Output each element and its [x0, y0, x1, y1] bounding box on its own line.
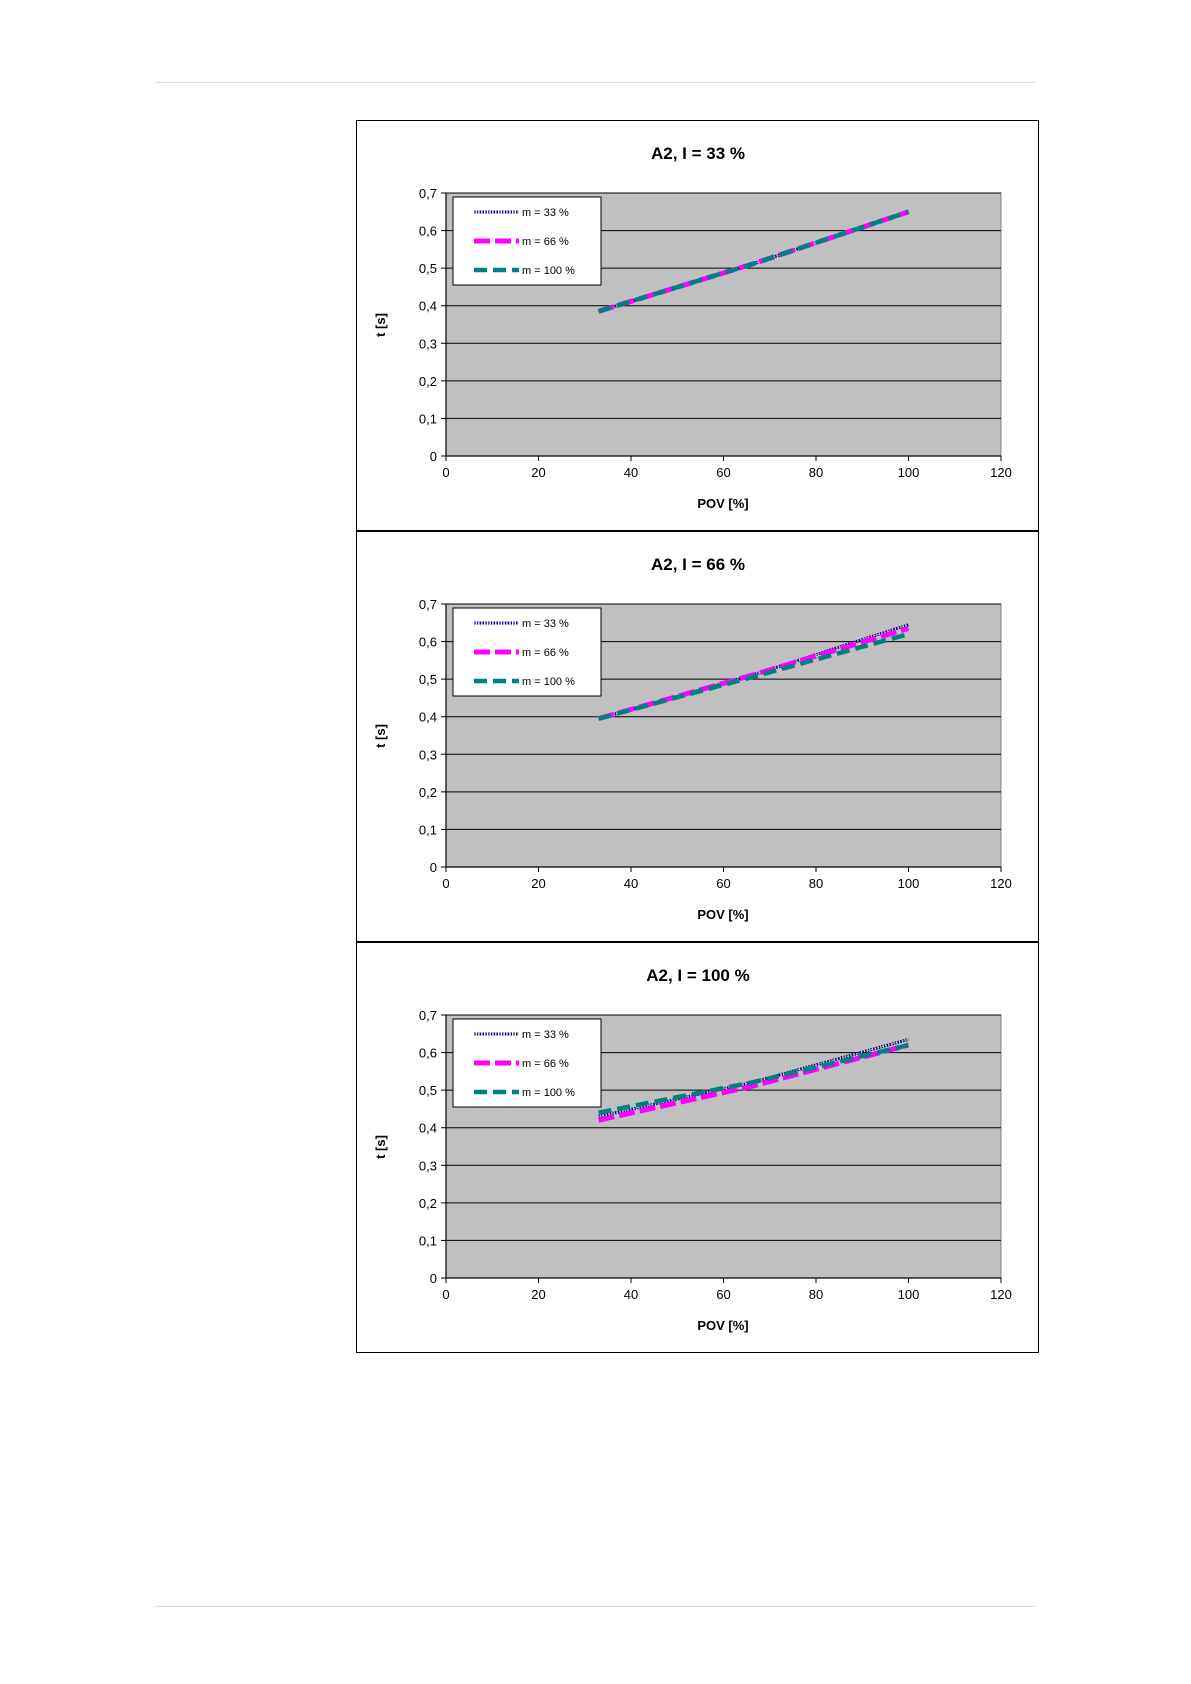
series-line: [597, 209, 910, 314]
chart-title: A2, I = 100 %: [646, 966, 749, 985]
y-tick-label: 0,3: [419, 336, 437, 351]
x-tick-label: 120: [990, 1287, 1012, 1302]
legend-label: m = 66 %: [522, 236, 569, 248]
y-tick-label: 0,4: [419, 1121, 437, 1136]
y-axis-label: t [s]: [373, 313, 388, 337]
x-tick-label: 120: [990, 876, 1012, 891]
series-line: [598, 1042, 910, 1123]
x-tick-label: 60: [716, 465, 730, 480]
x-tick-label: 20: [531, 1287, 545, 1302]
y-tick-label: 0,5: [419, 261, 437, 276]
x-tick-label: 80: [809, 876, 823, 891]
x-tick-label: 20: [531, 465, 545, 480]
legend-label: m = 33 %: [522, 1029, 569, 1041]
chart-panel-i66: A2, I = 66 % 0 0,1 0,2 0,3 0,4 0,5 0,6 0,7 0 20 40 6…: [356, 531, 1039, 942]
y-tick-label: 0,5: [419, 1083, 437, 1098]
series-line: [598, 1042, 910, 1115]
x-tick-label: 100: [898, 876, 920, 891]
y-tick-label: 0,6: [419, 635, 437, 650]
legend-label: m = 66 %: [522, 647, 569, 659]
x-tick-label: 120: [990, 465, 1012, 480]
chart-title: A2, I = 33 %: [651, 144, 745, 163]
legend-label: m = 100 %: [522, 265, 575, 277]
y-tick-label: 0,3: [419, 1158, 437, 1173]
series-line: [598, 631, 910, 721]
y-tick-label: 0,2: [419, 374, 437, 389]
legend-label: m = 33 %: [522, 207, 569, 219]
y-tick-label: 0: [430, 1271, 437, 1286]
x-axis-label: POV [%]: [697, 907, 748, 922]
y-tick-label: 0,1: [419, 411, 437, 426]
x-tick-label: 20: [531, 876, 545, 891]
y-tick-label: 0: [430, 860, 437, 875]
legend-label: m = 100 %: [522, 676, 575, 688]
chart-svg: A2, I = 33 % 0 0,1 0,2 0,3 0,4 0,5 0,6 0,7 0 20 40 6…: [373, 144, 1012, 511]
legend-label: m = 100 %: [522, 1087, 575, 1099]
x-tick-label: 60: [716, 876, 730, 891]
y-tick-label: 0,7: [419, 186, 437, 201]
x-axis-label: POV [%]: [697, 1318, 748, 1333]
x-tick-label: 100: [898, 1287, 920, 1302]
y-tick-label: 0,7: [419, 1008, 437, 1023]
x-tick-label: 100: [898, 465, 920, 480]
y-tick-label: 0,2: [419, 785, 437, 800]
x-axis-label: POV [%]: [697, 496, 748, 511]
y-tick-label: 0,4: [419, 299, 437, 314]
x-tick-label: 60: [716, 1287, 730, 1302]
x-tick-label: 0: [442, 876, 449, 891]
bottom-rule: [155, 1606, 1035, 1607]
x-tick-label: 80: [809, 1287, 823, 1302]
y-tick-label: 0,6: [419, 1046, 437, 1061]
series-line: [598, 623, 909, 721]
x-tick-label: 40: [624, 1287, 638, 1302]
top-rule: [155, 82, 1035, 83]
y-tick-label: 0,7: [419, 597, 437, 612]
y-tick-label: 0,3: [419, 747, 437, 762]
y-tick-label: 0,2: [419, 1196, 437, 1211]
y-axis-label: t [s]: [373, 724, 388, 748]
x-tick-label: 80: [809, 465, 823, 480]
chart-panel-i100: A2, I = 100 % 0 0,1 0,2 0,3 0,4 0,5 0,6 0,7 0 20 40…: [356, 942, 1039, 1353]
legend-label: m = 66 %: [522, 1058, 569, 1070]
legend-label: m = 33 %: [522, 618, 569, 630]
y-axis-label: t [s]: [373, 1135, 388, 1159]
y-tick-label: 0,4: [419, 710, 437, 725]
chart-panel-i33: A2, I = 33 % 0 0,1 0,2 0,3 0,4 0,5 0,6 0,7 0 20 40 6…: [356, 120, 1039, 531]
x-tick-label: 0: [442, 1287, 449, 1302]
y-tick-label: 0,6: [419, 224, 437, 239]
x-tick-label: 40: [624, 876, 638, 891]
chart-title: A2, I = 66 %: [651, 555, 745, 574]
x-tick-label: 0: [442, 465, 449, 480]
x-tick-label: 40: [624, 465, 638, 480]
y-tick-label: 0,1: [419, 822, 437, 837]
y-tick-label: 0: [430, 449, 437, 464]
chart-svg: A2, I = 66 % 0 0,1 0,2 0,3 0,4 0,5 0,6 0,7 0 20 40 6…: [373, 555, 1012, 922]
y-tick-label: 0,5: [419, 672, 437, 687]
y-tick-label: 0,1: [419, 1233, 437, 1248]
chart-svg: A2, I = 100 % 0 0,1 0,2 0,3 0,4 0,5 0,6 0,7 0 20 40…: [373, 966, 1012, 1333]
